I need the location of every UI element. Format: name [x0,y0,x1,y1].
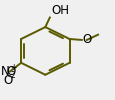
Text: +: + [10,63,16,72]
Text: OH: OH [50,4,68,17]
Text: -: - [8,72,11,81]
Text: N: N [1,65,10,78]
Text: O: O [3,74,13,87]
Text: O: O [82,33,91,46]
Text: 2: 2 [10,71,15,80]
Text: O: O [6,65,15,78]
